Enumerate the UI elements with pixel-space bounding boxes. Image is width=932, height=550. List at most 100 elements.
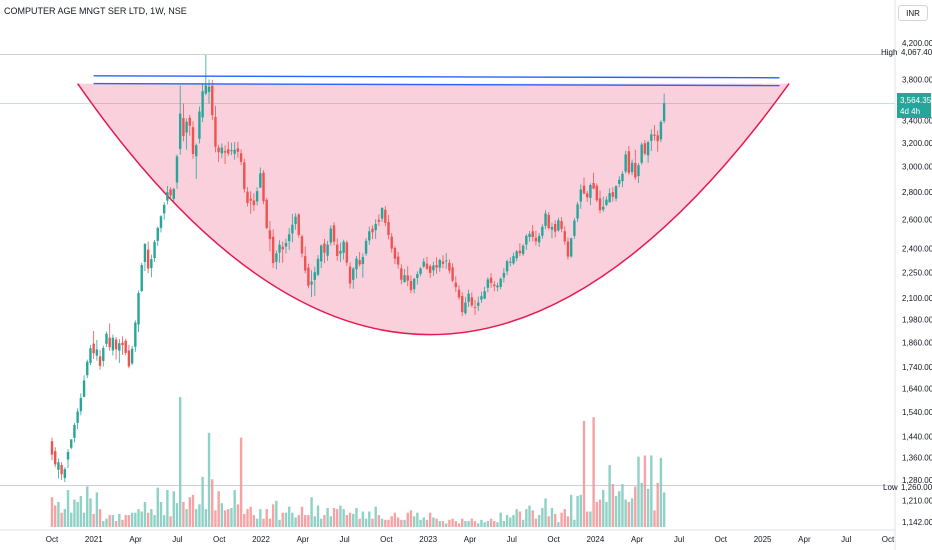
candle-body (640, 144, 643, 163)
volume-bar (307, 515, 310, 527)
volume-bar (531, 510, 534, 527)
candle-body (422, 261, 425, 267)
candle-body (521, 245, 525, 254)
volume-bar (560, 512, 563, 527)
cup-fill (77, 83, 790, 335)
volume-bar (512, 515, 515, 527)
volume-bar (457, 523, 461, 527)
candle-body (451, 267, 454, 281)
volume-bar (320, 518, 323, 527)
candle-body (400, 268, 403, 280)
volume-bar (662, 492, 666, 527)
candle-body (172, 188, 175, 199)
candle-body (634, 162, 637, 178)
volume-bar (332, 507, 336, 527)
volume-bar (108, 515, 111, 527)
volume-bar (79, 495, 83, 527)
volume-bar (156, 487, 159, 527)
volume-bar (602, 490, 605, 527)
candle-body (345, 242, 349, 263)
candle-body (534, 237, 538, 242)
volume-bar (653, 510, 656, 527)
time-tick-label: Oct (380, 535, 393, 544)
volume-bar (268, 518, 272, 527)
high-label: High (881, 48, 898, 57)
candle-body (390, 236, 393, 249)
candle-body (118, 343, 121, 351)
volume-bar (214, 510, 217, 527)
candle-body (486, 279, 490, 288)
volume-bar (137, 509, 140, 527)
volume-bar (297, 515, 300, 527)
volume-bar (236, 504, 240, 527)
volume-bar (118, 513, 121, 527)
candle-body (98, 356, 102, 366)
volume-bar (509, 517, 512, 527)
volume-bar (432, 517, 435, 527)
volume-bar (336, 509, 339, 527)
resistance-line (93, 75, 780, 79)
volume-bar (175, 503, 179, 527)
volume-bar (586, 511, 589, 527)
cup-pattern-drawing[interactable] (77, 83, 790, 336)
volume-bar (608, 464, 611, 527)
volume-bar (66, 490, 70, 527)
price-tick-label: 2,800.00 (902, 188, 932, 197)
time-tick-label: 2022 (252, 535, 270, 544)
volume-bar (294, 517, 297, 527)
candle-body (236, 148, 240, 152)
candle-body (140, 265, 143, 292)
candle-body (220, 147, 224, 154)
volume-bar (425, 519, 429, 527)
volume-bar (198, 504, 201, 527)
candle-body (191, 127, 195, 154)
volume-bar (201, 476, 204, 527)
volume-bar (127, 515, 131, 527)
candle-body (512, 256, 515, 264)
candle-body (499, 278, 502, 287)
volume-bar (159, 501, 163, 527)
candle-body (294, 216, 297, 225)
volume-bar (291, 512, 294, 527)
time-tick-label: Apr (297, 535, 310, 544)
volume-bar (598, 499, 602, 527)
candle-body (419, 268, 422, 274)
resistance-lines[interactable] (93, 75, 780, 87)
candle-body (377, 219, 381, 222)
time-axis[interactable]: Oct 2021 Apr Jul Oct 2022 Apr Jul Oct 2023 Apr Jul O… (0, 529, 895, 544)
candle-body (477, 302, 480, 306)
candle-body (557, 220, 560, 231)
candle-body (496, 285, 499, 288)
time-tick-label: Oct (715, 535, 728, 544)
price-tick-label: 3,000.00 (902, 163, 932, 172)
candle-body (86, 361, 89, 376)
volume-bar (624, 499, 627, 527)
volume-bar (89, 498, 92, 527)
candle-body (528, 233, 531, 237)
volume-bar (461, 518, 464, 527)
price-markers (0, 54, 895, 486)
volume-bar (265, 509, 268, 527)
candle-body (178, 113, 182, 149)
candle-body (211, 85, 214, 116)
volume-bar (406, 512, 409, 527)
candle-body (307, 267, 310, 286)
volume-bar (246, 509, 249, 527)
volume-bar (271, 504, 275, 527)
bar-countdown: 4d 4h (900, 107, 921, 116)
price-axis[interactable]: 4,200.00 3,800.00 3,400.00 3,200.00 3,000.00… (894, 0, 932, 550)
candle-body (134, 322, 137, 347)
currency-button[interactable]: INR (898, 5, 928, 21)
volume-bar (550, 507, 554, 527)
candle-body (560, 221, 563, 229)
volume-bar (195, 509, 198, 527)
volume-bar (493, 521, 496, 527)
volume-bar (573, 519, 576, 527)
candle-body (95, 349, 99, 356)
volume-bar (505, 515, 509, 527)
candle-body (124, 340, 127, 353)
candle-body (207, 86, 211, 92)
volume-bar (518, 511, 522, 527)
volume-bar (326, 507, 329, 527)
